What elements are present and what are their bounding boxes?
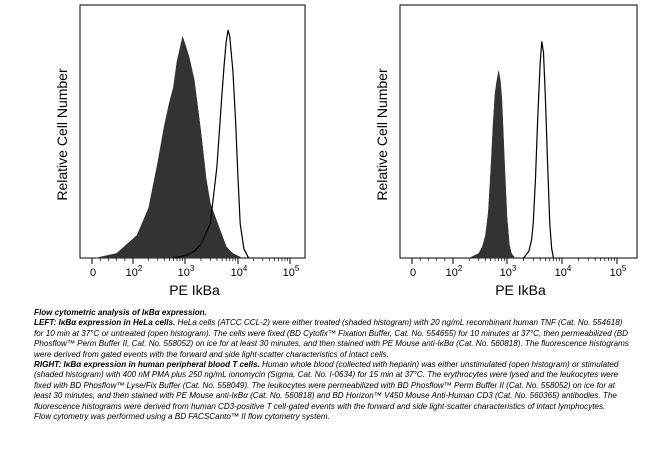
open-histogram bbox=[523, 41, 555, 259]
caption-left-text: HeLa cells (ATCC CCL-2) were either trea… bbox=[34, 318, 629, 359]
caption-right: RIGHT: IκBα expression in human peripher… bbox=[34, 360, 634, 412]
plot-frame bbox=[399, 4, 638, 259]
open-histogram bbox=[173, 29, 250, 259]
histogram-figure: 0 102 103 104 105 PE IkBa Relative Cell Number… bbox=[54, 4, 638, 298]
x-tick-label: 102 bbox=[446, 264, 463, 279]
histogram-left: 0 102 103 104 105 PE IkBa Relative Cell Number bbox=[54, 4, 306, 298]
caption-right-label: RIGHT: IκBα expression in human peripher… bbox=[34, 360, 260, 370]
x-tick-label: 0 bbox=[410, 267, 416, 279]
x-tick-label: 104 bbox=[231, 264, 248, 279]
y-axis-label: Relative Cell Number bbox=[374, 68, 390, 201]
shaded-histogram bbox=[469, 70, 516, 259]
x-tick-label: 105 bbox=[610, 264, 627, 279]
x-tick-label: 0 bbox=[90, 267, 96, 279]
x-tick-label: 102 bbox=[126, 264, 143, 279]
shaded-histogram bbox=[96, 35, 243, 259]
x-tick-label: 103 bbox=[178, 264, 195, 279]
caption-right-text: Human whole blood (collected with hepari… bbox=[34, 360, 619, 411]
x-axis-label: PE IkBa bbox=[169, 282, 220, 298]
y-axis-label: Relative Cell Number bbox=[54, 68, 70, 201]
x-tick-label: 103 bbox=[500, 264, 517, 279]
x-tick-label: 105 bbox=[283, 264, 300, 279]
caption-left: LEFT: IκBα expression in HeLa cells. HeL… bbox=[34, 318, 634, 360]
caption-left-label: LEFT: IκBα expression in HeLa cells. bbox=[34, 318, 176, 328]
caption-heading: Flow cytometric analysis of IκBα express… bbox=[34, 308, 207, 317]
x-axis-label: PE IkBa bbox=[495, 282, 546, 298]
x-tick-label: 104 bbox=[555, 264, 572, 279]
caption-footer: Flow cytometry was performed using a BD … bbox=[34, 412, 330, 422]
figure-caption: Flow cytometric analysis of IκBα express… bbox=[34, 308, 634, 422]
histogram-right: 0 102 103 104 105 PE IkBa Relative Cell Number bbox=[374, 4, 638, 298]
